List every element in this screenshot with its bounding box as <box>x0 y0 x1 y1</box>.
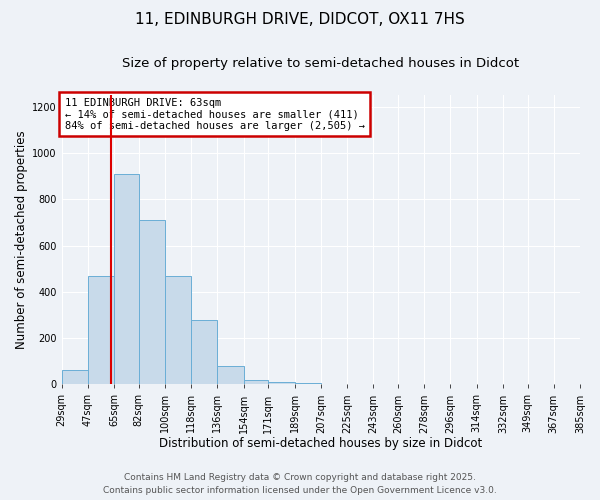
Bar <box>88 276 114 384</box>
X-axis label: Distribution of semi-detached houses by size in Didcot: Distribution of semi-detached houses by … <box>159 437 482 450</box>
Bar <box>191 320 217 384</box>
Bar <box>114 174 139 384</box>
Text: 11, EDINBURGH DRIVE, DIDCOT, OX11 7HS: 11, EDINBURGH DRIVE, DIDCOT, OX11 7HS <box>135 12 465 28</box>
Bar <box>295 383 321 384</box>
Y-axis label: Number of semi-detached properties: Number of semi-detached properties <box>15 130 28 349</box>
Bar <box>268 382 295 384</box>
Bar <box>244 380 268 384</box>
Text: Contains HM Land Registry data © Crown copyright and database right 2025.
Contai: Contains HM Land Registry data © Crown c… <box>103 474 497 495</box>
Bar <box>62 370 88 384</box>
Bar <box>165 276 191 384</box>
Text: 11 EDINBURGH DRIVE: 63sqm
← 14% of semi-detached houses are smaller (411)
84% of: 11 EDINBURGH DRIVE: 63sqm ← 14% of semi-… <box>65 98 365 131</box>
Title: Size of property relative to semi-detached houses in Didcot: Size of property relative to semi-detach… <box>122 58 520 70</box>
Bar <box>217 366 244 384</box>
Bar <box>139 220 165 384</box>
